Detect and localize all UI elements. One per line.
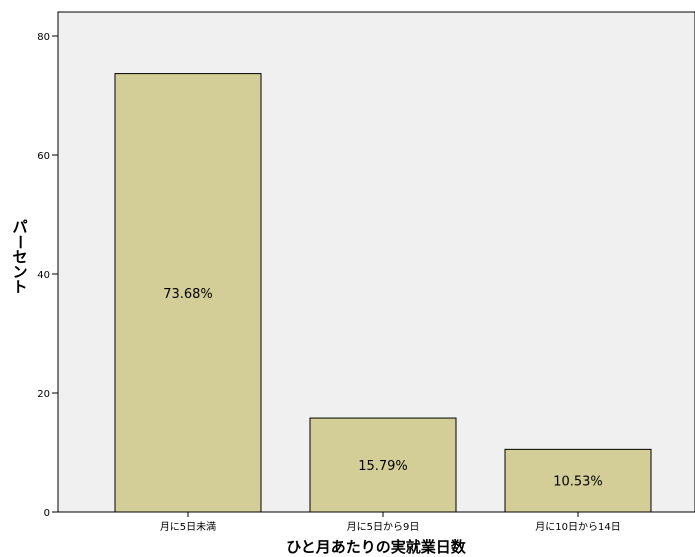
y-axis-title-char: パ bbox=[12, 218, 27, 236]
bars: 73.68% 15.79% 10.53% bbox=[114, 73, 652, 513]
x-axis-title: ひと月あたりの実就業日数 bbox=[286, 538, 467, 556]
bar bbox=[504, 448, 652, 513]
x-axis: 月に5日未満 月に5日から9日 月に10日から14日 bbox=[160, 512, 621, 533]
y-tick-label: 60 bbox=[37, 151, 50, 162]
data-label: 73.68% bbox=[163, 287, 213, 302]
bar bbox=[309, 417, 457, 513]
y-axis-title-char: ン bbox=[12, 263, 27, 281]
y-axis-title-char: ー bbox=[11, 234, 29, 249]
y-tick-label: 0 bbox=[44, 508, 50, 519]
y-axis-title-char: セ bbox=[12, 248, 27, 266]
x-tick-label: 月に5日未満 bbox=[160, 521, 216, 533]
x-tick-label: 月に5日から9日 bbox=[347, 521, 420, 533]
data-label: 10.53% bbox=[553, 475, 603, 490]
bar bbox=[114, 73, 262, 513]
y-tick-label: 80 bbox=[37, 32, 50, 43]
y-tick-label: 20 bbox=[37, 389, 50, 400]
data-label: 15.79% bbox=[358, 459, 408, 474]
x-tick-label: 月に10日から14日 bbox=[535, 521, 620, 533]
y-axis-title-char: ト bbox=[12, 278, 27, 296]
y-tick-label: 40 bbox=[37, 270, 50, 281]
y-axis: 0 20 40 60 80 bbox=[37, 32, 58, 519]
